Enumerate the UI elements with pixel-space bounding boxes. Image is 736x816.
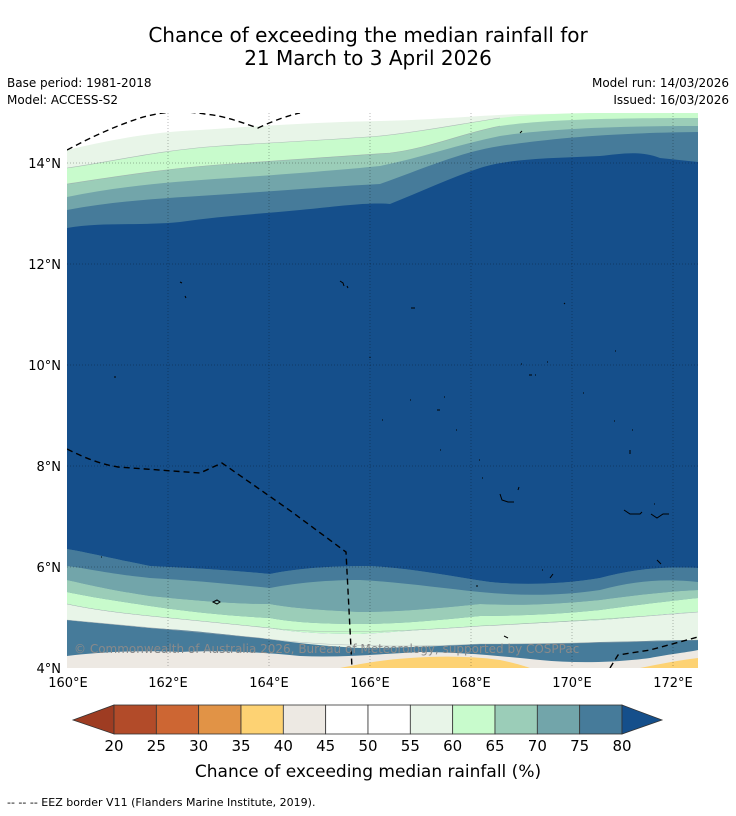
colorbar-tick-label: 60 <box>443 737 462 755</box>
colorbar-tick-label: 50 <box>358 737 377 755</box>
latitude-labels: 14°N 12°N 10°N 8°N 6°N 4°N <box>28 157 61 677</box>
colorbar: 20 25 30 35 40 45 50 55 60 65 70 75 80 <box>71 704 664 755</box>
lon-label: 160°E <box>48 676 88 691</box>
lat-label: 4°N <box>37 662 62 677</box>
colorbar-cell <box>113 704 157 735</box>
colorbar-label: Chance of exceeding median rainfall (%) <box>194 762 542 782</box>
colorbar-cell <box>367 704 411 735</box>
lon-label: 170°E <box>552 676 592 691</box>
colorbar-ticks: 20 25 30 35 40 45 50 55 60 65 70 75 80 <box>104 737 631 755</box>
lon-label: 172°E <box>653 676 693 691</box>
lon-label: 168°E <box>451 676 491 691</box>
lat-label: 10°N <box>28 359 61 374</box>
colorbar-cell <box>198 704 242 735</box>
band-55-south <box>67 604 698 648</box>
colorbar-cell <box>240 704 284 735</box>
colorbar-tick-label: 75 <box>570 737 589 755</box>
band-80-core <box>67 153 698 584</box>
lon-label: 162°E <box>148 676 188 691</box>
colorbar-tick-label: 70 <box>528 737 547 755</box>
band-65-south <box>67 580 698 624</box>
band-40-south <box>67 650 698 668</box>
copyright-text: © Commonwealth of Australia 2026, Bureau… <box>74 642 579 656</box>
band-35-south <box>340 656 530 668</box>
lat-label: 14°N <box>28 157 61 172</box>
band-75-south <box>67 549 698 595</box>
colorbar-cell <box>494 704 538 735</box>
lon-label: 164°E <box>249 676 289 691</box>
colorbar-cells <box>113 704 623 735</box>
eez-legend-note: -- -- -- EEZ border V11 (Flanders Marine… <box>7 796 316 809</box>
colorbar-tick-label: 45 <box>316 737 335 755</box>
colorbar-tick-label: 55 <box>401 737 420 755</box>
lat-label: 8°N <box>37 460 62 475</box>
base-period: Base period: 1981-2018 <box>7 76 152 90</box>
colorbar-low-arrow <box>71 704 115 735</box>
colorbar-cell <box>325 704 369 735</box>
eez-borders <box>67 113 698 668</box>
colorbar-cell <box>282 704 327 735</box>
issued-date: Issued: 16/03/2026 <box>613 93 729 107</box>
band-60-south <box>67 592 698 634</box>
contour-lines <box>67 117 698 647</box>
colorbar-tick-label: 30 <box>189 737 208 755</box>
band-35-south-east <box>640 658 698 668</box>
map-area: © Commonwealth of Australia 2026, Bureau… <box>67 113 698 668</box>
colorbar-cell <box>155 704 200 735</box>
longitude-labels: 160°E 162°E 164°E 166°E 168°E 170°E 172°… <box>48 676 693 691</box>
islands <box>101 130 669 639</box>
colorbar-tick-label: 40 <box>274 737 293 755</box>
band-70-south <box>67 566 698 612</box>
colorbar-tick-label: 35 <box>231 737 250 755</box>
colorbar-tick-label: 65 <box>485 737 504 755</box>
colorbar-cell <box>536 704 581 735</box>
colorbar-cell <box>452 704 496 735</box>
colorbar-high-arrow <box>621 704 664 735</box>
lat-label: 12°N <box>28 258 61 273</box>
lat-label: 6°N <box>37 561 62 576</box>
title-line-2: 21 March to 3 April 2026 <box>244 46 492 70</box>
lon-label: 166°E <box>350 676 390 691</box>
colorbar-tick-label: 20 <box>104 737 123 755</box>
model-name: Model: ACCESS-S2 <box>7 93 119 107</box>
title-line-1: Chance of exceeding the median rainfall … <box>148 23 588 47</box>
colorbar-cell <box>409 704 454 735</box>
colorbar-cell <box>579 704 623 735</box>
colorbar-tick-label: 25 <box>147 737 166 755</box>
graticule <box>67 113 698 668</box>
model-run-date: Model run: 14/03/2026 <box>591 76 729 90</box>
colorbar-tick-label: 80 <box>612 737 631 755</box>
